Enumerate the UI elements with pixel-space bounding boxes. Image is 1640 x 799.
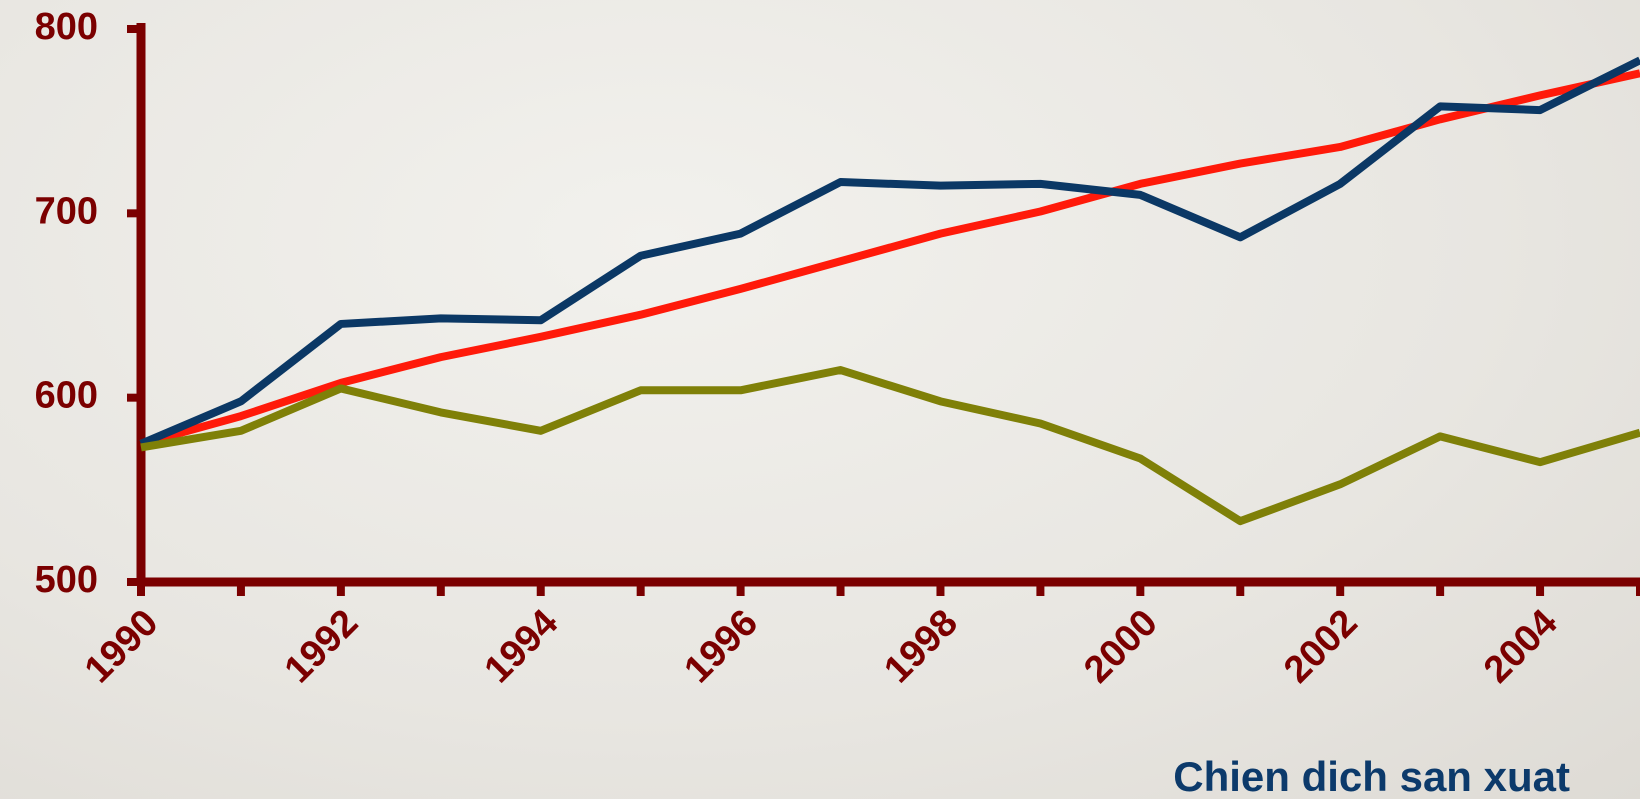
y-tick-label: 800	[35, 6, 98, 48]
x-tick-label: 1996	[677, 602, 766, 691]
y-tick-label: 700	[35, 190, 98, 232]
x-tick-label: 2000	[1076, 602, 1165, 691]
x-tick-label: 1992	[277, 602, 366, 691]
x-tick-label: 2004	[1476, 602, 1565, 691]
annotation: Chien dich san xuat	[1173, 753, 1570, 799]
line-series	[139, 56, 1640, 448]
x-tick-label: 1994	[477, 602, 566, 691]
line-series	[139, 69, 1640, 448]
x-tick-label: 1998	[876, 602, 965, 691]
line-series	[140, 366, 1640, 526]
y-tick-label: 600	[35, 375, 98, 417]
x-tick-label: 2002	[1276, 602, 1365, 691]
x-tick-label: 1990	[77, 602, 166, 691]
y-tick-label: 500	[35, 559, 98, 601]
